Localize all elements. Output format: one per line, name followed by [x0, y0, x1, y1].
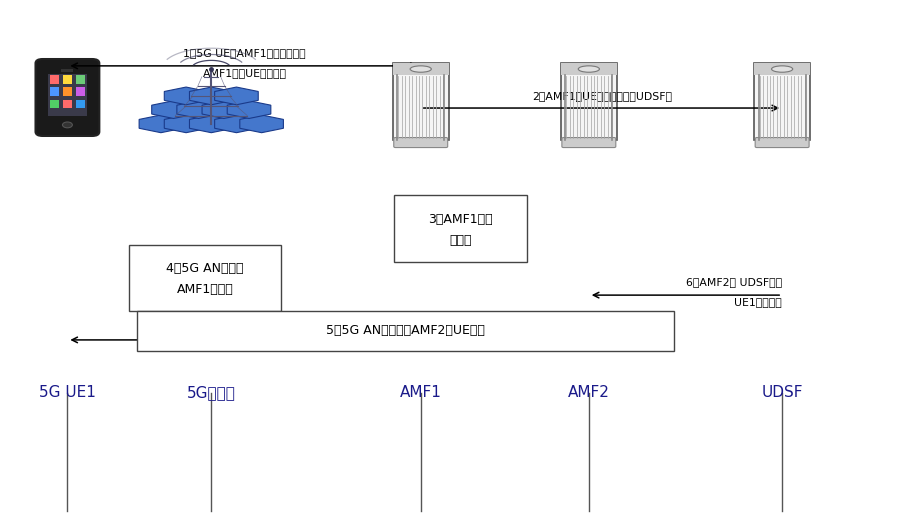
- Polygon shape: [227, 101, 271, 119]
- Text: 5）5G AN重新选择AMF2为UE服务: 5）5G AN重新选择AMF2为UE服务: [326, 325, 485, 337]
- FancyBboxPatch shape: [129, 245, 281, 311]
- Polygon shape: [215, 87, 258, 105]
- FancyBboxPatch shape: [394, 138, 448, 148]
- Polygon shape: [139, 115, 182, 133]
- Text: 7）AMF2继续为UE服务，UE无感知。不影响用户体验: 7）AMF2继续为UE服务，UE无感知。不影响用户体验: [236, 323, 420, 333]
- Bar: [561, 63, 617, 75]
- Bar: [63, 75, 72, 84]
- Text: AMF1: AMF1: [400, 385, 441, 399]
- Polygon shape: [190, 87, 233, 105]
- Text: 1）5G UE在AMF1中完成注册。: 1）5G UE在AMF1中完成注册。: [183, 48, 306, 58]
- Text: 2）AMF1将UE上下文存储在UDSF中: 2）AMF1将UE上下文存储在UDSF中: [532, 91, 672, 101]
- Bar: [76, 100, 85, 108]
- Text: 3）AMF1意外: 3）AMF1意外: [428, 213, 493, 226]
- Ellipse shape: [771, 66, 793, 72]
- Bar: [754, 63, 810, 140]
- FancyBboxPatch shape: [137, 311, 674, 351]
- Text: 5G UE1: 5G UE1: [39, 385, 96, 399]
- Polygon shape: [165, 115, 208, 133]
- Text: 5G接入网: 5G接入网: [187, 385, 236, 399]
- Polygon shape: [152, 101, 195, 119]
- FancyBboxPatch shape: [755, 138, 809, 148]
- Text: AMF1生成UE的上下文: AMF1生成UE的上下文: [202, 68, 287, 78]
- Bar: [393, 63, 449, 140]
- Ellipse shape: [578, 66, 600, 72]
- Circle shape: [62, 122, 72, 128]
- Text: 6）AMF2从 UDSF提取: 6）AMF2从 UDSF提取: [686, 277, 782, 287]
- Bar: [63, 87, 72, 96]
- Text: 宕机了: 宕机了: [449, 234, 472, 247]
- Bar: [63, 100, 72, 108]
- Bar: [50, 75, 59, 84]
- Bar: [50, 87, 59, 96]
- FancyBboxPatch shape: [394, 195, 527, 262]
- Text: AMF2: AMF2: [568, 385, 610, 399]
- FancyBboxPatch shape: [36, 59, 100, 136]
- Bar: [76, 87, 85, 96]
- Text: AMF1宕机了: AMF1宕机了: [176, 283, 234, 296]
- Bar: [76, 75, 85, 84]
- Polygon shape: [202, 101, 245, 119]
- Bar: [561, 63, 617, 140]
- Polygon shape: [165, 87, 208, 105]
- Bar: [754, 63, 810, 75]
- Polygon shape: [215, 115, 258, 133]
- Text: 4）5G AN检测到: 4）5G AN检测到: [166, 262, 244, 275]
- Ellipse shape: [410, 66, 432, 72]
- Bar: [49, 73, 86, 116]
- Polygon shape: [190, 115, 233, 133]
- Text: UE1的上下文: UE1的上下文: [734, 297, 782, 307]
- Text: UDSF: UDSF: [761, 385, 803, 399]
- Bar: [50, 100, 59, 108]
- Polygon shape: [240, 115, 283, 133]
- FancyBboxPatch shape: [562, 138, 616, 148]
- Polygon shape: [177, 101, 220, 119]
- Bar: [393, 63, 449, 75]
- Bar: [61, 69, 74, 72]
